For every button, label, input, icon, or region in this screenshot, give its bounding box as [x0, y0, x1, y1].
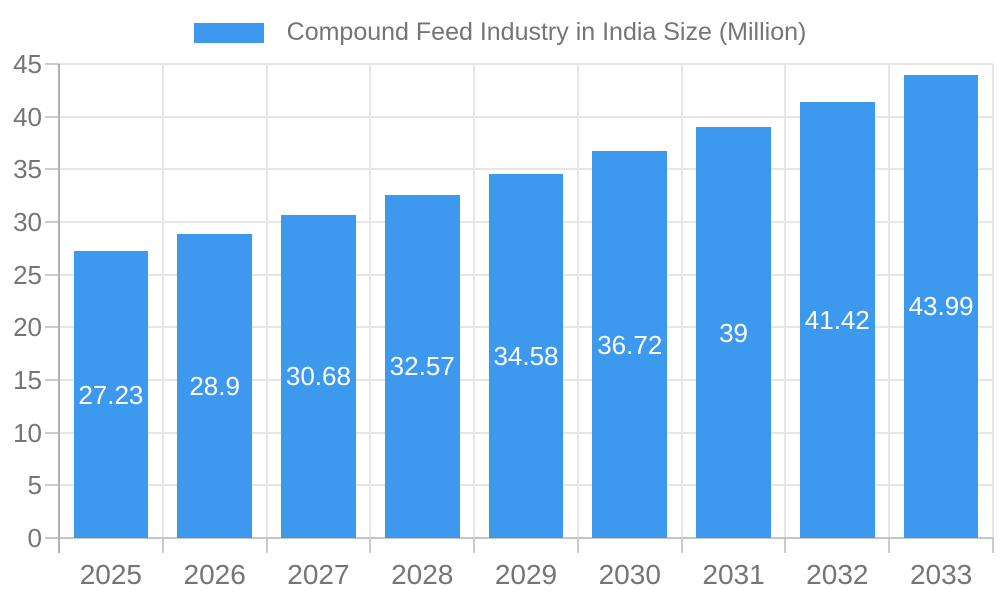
y-axis-label: 10 [13, 417, 42, 448]
y-axis-tick [45, 115, 59, 118]
x-axis-tick [784, 538, 787, 553]
x-axis-label: 2025 [79, 559, 143, 590]
x-axis-tick [161, 538, 164, 553]
grid-line-v [369, 64, 372, 538]
bar-value-label: 41.42 [804, 304, 870, 335]
bar-value-label: 34.58 [493, 340, 559, 371]
legend-swatch [193, 22, 264, 43]
y-axis-tick [45, 326, 59, 329]
legend[interactable]: Compound Feed Industry in India Size (Mi… [0, 18, 1000, 47]
bar[interactable] [592, 151, 668, 538]
y-axis-tick [45, 379, 59, 381]
x-axis-label: 2033 [909, 559, 973, 590]
y-axis-label: 40 [13, 101, 42, 132]
bar[interactable] [488, 173, 564, 538]
y-axis-label: 20 [13, 312, 42, 343]
y-axis-label: 30 [13, 207, 42, 237]
grid-line-v [680, 64, 683, 538]
y-axis-tick [45, 431, 59, 434]
x-axis-label: 2026 [183, 559, 246, 590]
y-axis-label: 45 [13, 49, 42, 79]
x-axis-tick [369, 538, 372, 553]
legend-label: Compound Feed Industry in India Size (Mi… [286, 18, 807, 46]
y-axis-label: 0 [27, 523, 42, 553]
x-axis-tick [888, 538, 891, 553]
bar-value-label: 27.23 [78, 379, 144, 410]
grid-line-h [59, 168, 993, 171]
y-axis-tick [45, 484, 59, 487]
x-axis-tick [992, 538, 994, 553]
bar-value-label: 32.57 [389, 351, 455, 382]
y-axis-label: 25 [13, 259, 42, 290]
y-axis-label: 15 [13, 365, 42, 395]
y-axis-label: 5 [27, 470, 42, 501]
x-axis-tick [473, 538, 476, 553]
bar[interactable] [177, 233, 253, 538]
bar-value-label: 43.99 [908, 291, 974, 322]
grid-line-v [161, 64, 164, 538]
y-axis-tick [45, 63, 59, 65]
bar-value-label: 36.72 [597, 329, 663, 360]
grid-line-v [784, 64, 787, 538]
grid-line-h [59, 115, 993, 118]
bar-value-label: 30.68 [285, 361, 351, 392]
y-axis-tick [45, 168, 59, 171]
grid-line-h [59, 63, 993, 65]
grid-line-v [265, 64, 268, 538]
x-axis-tick [265, 538, 268, 553]
x-axis-tick [680, 538, 683, 553]
grid-line-v [473, 64, 476, 538]
y-axis-tick [45, 221, 59, 223]
grid-line-v [576, 64, 579, 538]
grid-line-v [888, 64, 891, 538]
x-axis-label: 2031 [702, 559, 765, 590]
y-axis-label: 35 [13, 154, 42, 185]
bar[interactable] [696, 127, 771, 538]
bar[interactable] [73, 251, 149, 538]
x-axis-label: 2027 [287, 559, 350, 590]
bar[interactable] [281, 214, 356, 538]
x-axis-label: 2030 [598, 559, 661, 590]
bar-value-label: 28.9 [189, 370, 240, 401]
bar-value-label: 39 [719, 317, 748, 348]
bar[interactable] [903, 74, 979, 538]
x-axis-tick [576, 538, 579, 553]
y-axis-line [58, 64, 60, 553]
bar[interactable] [384, 194, 460, 538]
bar[interactable] [799, 101, 875, 538]
x-axis-label: 2032 [806, 559, 869, 590]
x-axis-label: 2029 [494, 559, 558, 590]
x-axis-line [45, 537, 993, 539]
grid-line-v [992, 64, 994, 538]
y-axis-tick [45, 273, 59, 276]
x-axis-label: 2028 [391, 559, 454, 590]
